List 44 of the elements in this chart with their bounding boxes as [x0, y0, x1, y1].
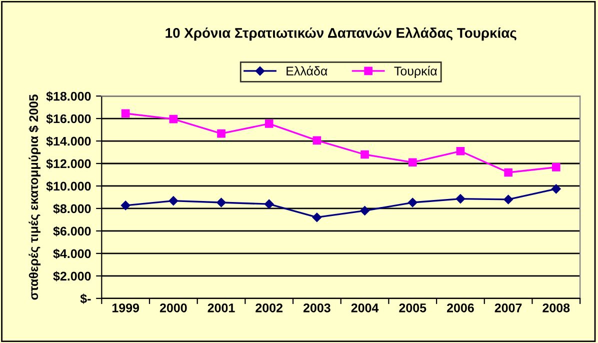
y-tick-label: $8.000: [53, 204, 91, 214]
point: [552, 163, 560, 172]
legend-label: Ελλάδα: [286, 66, 328, 76]
y-axis-title: σταθερές τιμές εκατομμύρια $ 2005: [28, 94, 41, 300]
point: [217, 129, 226, 138]
x-tick-label: 2007: [494, 303, 522, 312]
point: [504, 194, 513, 204]
point: [264, 199, 274, 209]
point: [504, 168, 512, 177]
point: [169, 114, 178, 124]
point: [360, 150, 369, 159]
x-tick-label: 2008: [542, 303, 570, 312]
y-tick-label: $14.000: [46, 136, 91, 146]
point: [121, 109, 130, 118]
y-tick-label: $12.000: [46, 158, 91, 169]
y-tick-label: $4.000: [53, 248, 91, 259]
point: [264, 120, 274, 128]
x-tick-label: 2006: [446, 303, 474, 312]
point: [312, 212, 322, 222]
point: [312, 136, 322, 145]
x-tick-label: 2003: [303, 303, 330, 312]
x-tick-label: 2001: [208, 303, 235, 312]
x-tick-label: 1999: [112, 303, 140, 312]
chart-title: 10 Χρόνια Στρατιωτικών Δαπανών Ελλάδας Τουρκίας: [166, 27, 516, 41]
point: [552, 184, 561, 194]
y-tick-label: $-: [80, 294, 91, 304]
y-tick-label: $6.000: [53, 226, 91, 236]
point: [168, 196, 178, 206]
point: [216, 198, 226, 208]
point: [408, 198, 418, 208]
y-tick-label: $18.000: [46, 91, 91, 102]
y-tick-label: $2.000: [53, 271, 91, 282]
legend-label: Τουρκία: [394, 66, 437, 78]
x-tick-label: 2002: [256, 303, 283, 312]
x-tick-label: 2004: [351, 303, 379, 312]
y-tick-label: $16.000: [46, 114, 91, 124]
point: [360, 206, 370, 216]
point: [456, 146, 465, 156]
point: [120, 200, 130, 210]
point: [408, 158, 417, 167]
x-tick-label: 2005: [399, 303, 426, 312]
point: [456, 194, 466, 204]
y-tick-label: $10.000: [46, 181, 91, 192]
x-tick-label: 2000: [160, 303, 187, 312]
